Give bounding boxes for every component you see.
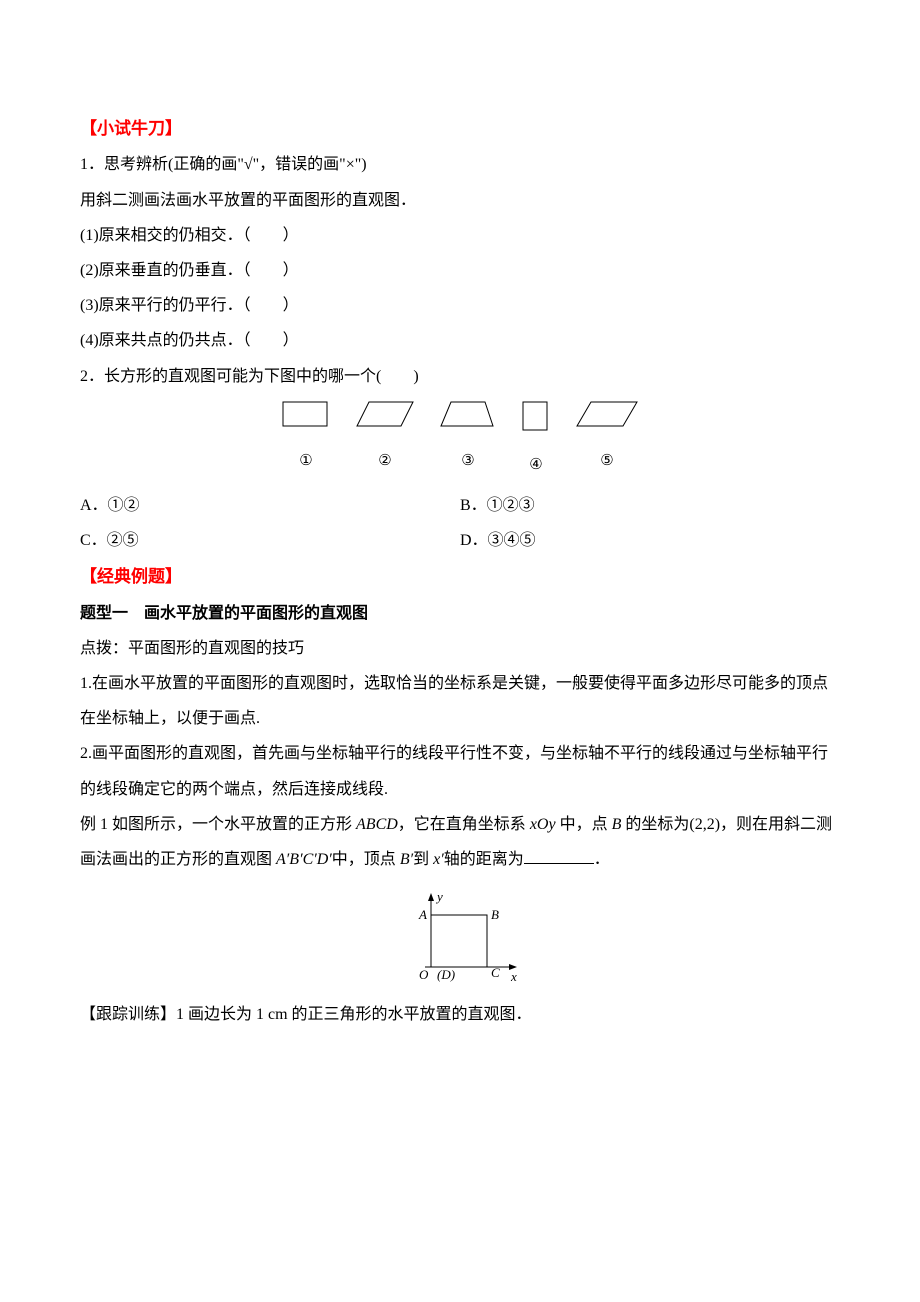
answer-blank (524, 863, 594, 864)
option-d: D．③④⑤ (460, 523, 840, 558)
fig-5: ⑤ (575, 400, 639, 482)
fig-5-label: ⑤ (575, 445, 639, 478)
svg-text:x: x (510, 969, 517, 984)
ex1-b: B (612, 816, 622, 833)
fig-1: ① (281, 400, 331, 482)
shape-parallelogram-icon (355, 400, 415, 428)
ex1-text-5: 中，顶点 (332, 851, 400, 868)
svg-text:y: y (435, 889, 443, 904)
shape-parallelogram2-icon (575, 400, 639, 428)
ex1-text-1: 例 1 如图所示，一个水平放置的正方形 (80, 816, 356, 833)
q1-stem: 1．思考辨析(正确的画"√"，错误的画"×") (80, 147, 840, 182)
fig-2-label: ② (355, 445, 415, 478)
fig-2: ② (355, 400, 415, 482)
tip-2: 2.画平面图形的直观图，首先画与坐标轴平行的线段平行性不变，与坐标轴不平行的线段… (80, 736, 840, 806)
ex1-abcd: ABCD (356, 816, 398, 833)
option-c: C．②⑤ (80, 523, 460, 558)
tips-heading: 点拨：平面图形的直观图的技巧 (80, 631, 840, 666)
shape-rect-icon (281, 400, 331, 428)
square-diagram-icon: A B C (D) O x y (395, 887, 525, 987)
q1-item-2: (2)原来垂直的仍垂直．（ ） (80, 253, 840, 288)
fig-4: ④ (521, 400, 551, 482)
shape-trapezoid-icon (439, 400, 497, 428)
svg-text:(D): (D) (437, 967, 455, 982)
tip-1: 1.在画水平放置的平面图形的直观图时，选取恰当的坐标系是关键，一般要使得平面多边… (80, 666, 840, 736)
shape-tall-rect-icon (521, 400, 551, 432)
page: 【小试牛刀】 1．思考辨析(正确的画"√"，错误的画"×") 用斜二测画法画水平… (0, 0, 920, 1132)
practice-heading: 【小试牛刀】 (80, 110, 840, 147)
svg-text:C: C (491, 965, 500, 980)
ex1-text-8: ． (594, 851, 610, 868)
ex1-xoy: xOy (530, 816, 556, 833)
q1-item-3: (3)原来平行的仍平行．（ ） (80, 288, 840, 323)
q1-intro: 用斜二测画法画水平放置的平面图形的直观图． (80, 183, 840, 218)
svg-text:B: B (491, 907, 499, 922)
fig-4-label: ④ (521, 449, 551, 482)
q1-item-4: (4)原来共点的仍共点．（ ） (80, 323, 840, 358)
ex1-text-7: 轴的距离为 (444, 851, 524, 868)
fig-3: ③ (439, 400, 497, 482)
q2-figures: ① ② ③ ④ ⑤ (80, 400, 840, 482)
ex1-text-6: 到 (413, 851, 433, 868)
example-1-figure: A B C (D) O x y (80, 887, 840, 987)
ex1-text-2: ，它在直角坐标系 (398, 816, 530, 833)
q2-options: A．①② B．①②③ C．②⑤ D．③④⑤ (80, 488, 840, 558)
fig-3-label: ③ (439, 445, 497, 478)
q1-item-1: (1)原来相交的仍相交．（ ） (80, 218, 840, 253)
option-b: B．①②③ (460, 488, 840, 523)
classic-heading: 【经典例题】 (80, 558, 840, 595)
type1-heading: 题型一 画水平放置的平面图形的直观图 (80, 596, 840, 631)
follow-training-1: 【跟踪训练】1 画边长为 1 cm 的正三角形的水平放置的直观图． (80, 997, 840, 1032)
ex1-b2: B′ (400, 851, 413, 868)
ex1-x2: x′ (433, 851, 444, 868)
fig-1-label: ① (281, 445, 331, 478)
q2-stem: 2．长方形的直观图可能为下图中的哪一个( ) (80, 359, 840, 394)
ex1-abcd2: A′B′C′D′ (276, 851, 332, 868)
example-1: 例 1 如图所示，一个水平放置的正方形 ABCD，它在直角坐标系 xOy 中，点… (80, 807, 840, 877)
svg-text:O: O (419, 967, 429, 982)
ex1-text-3: 中，点 (556, 816, 612, 833)
svg-text:A: A (418, 907, 427, 922)
option-a: A．①② (80, 488, 460, 523)
